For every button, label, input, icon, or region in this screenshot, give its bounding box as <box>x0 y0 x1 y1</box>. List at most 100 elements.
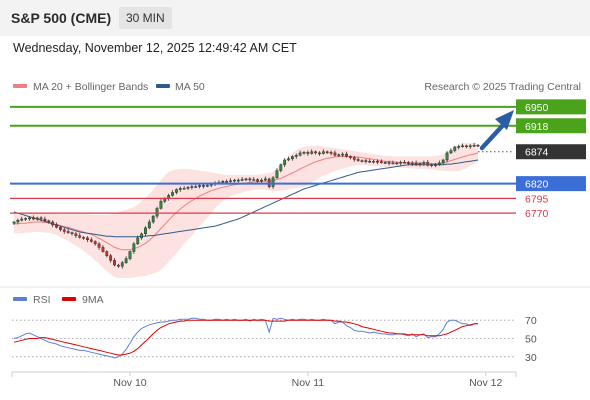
candle-body <box>140 233 143 239</box>
candle-body <box>205 185 209 187</box>
candle-body <box>194 186 198 188</box>
candle-body <box>117 264 120 267</box>
candle-body <box>128 251 132 259</box>
rsi-legend: RSI 9MA <box>13 294 104 306</box>
candle-body <box>240 179 244 181</box>
level-badge-6918 <box>516 118 586 134</box>
candle-body <box>120 262 124 267</box>
candle-body <box>349 156 352 158</box>
candle-body <box>407 162 410 164</box>
candle-body <box>476 145 480 147</box>
candle-body <box>410 162 414 165</box>
candle-body <box>260 179 263 182</box>
level-label-6918: 6918 <box>525 121 549 133</box>
candle-body <box>364 160 368 162</box>
level-badge-6950 <box>516 99 586 115</box>
candle-body <box>337 154 341 156</box>
level-label-6950: 6950 <box>525 102 549 114</box>
candle-body <box>399 162 403 164</box>
candle-body <box>403 162 406 164</box>
time-axis: Nov 10 Nov 11 Nov 12 <box>11 371 517 389</box>
candle-body <box>360 160 364 162</box>
candle-body <box>298 152 302 156</box>
legend-label-ma50: MA 50 <box>175 81 205 93</box>
candle-body <box>39 217 43 220</box>
candle-body <box>31 217 35 220</box>
candle-body <box>256 179 259 182</box>
candle-body <box>101 247 105 252</box>
candle-body <box>461 145 464 148</box>
candle-body <box>144 227 147 235</box>
candle-body <box>430 164 433 166</box>
candle-body <box>186 186 190 189</box>
time-tick-label: Nov 12 <box>469 377 502 389</box>
candle-body <box>147 221 151 229</box>
candle-body <box>43 218 47 222</box>
candle-body <box>86 237 89 240</box>
level-label-6795: 6795 <box>525 193 549 205</box>
candle-body <box>387 162 391 164</box>
candle-body <box>426 162 430 166</box>
candle-body <box>457 146 461 148</box>
candle-body <box>70 232 74 235</box>
candle-body <box>449 150 453 154</box>
level-label-6770: 6770 <box>525 208 549 220</box>
candle-body <box>66 231 70 233</box>
candle-body <box>302 152 306 154</box>
candle-body <box>132 243 136 252</box>
candle-body <box>89 239 93 242</box>
candle-body <box>294 155 298 157</box>
chart-header: S&P 500 (CME) 30 MIN <box>0 0 590 36</box>
candle-body <box>198 185 201 187</box>
candle-body <box>422 162 426 164</box>
candle-body <box>437 162 441 165</box>
rsi-tick-30: 30 <box>525 352 537 364</box>
candle-body <box>341 153 345 156</box>
candle-body <box>244 178 248 181</box>
candle-body <box>236 179 240 182</box>
candle-body <box>279 164 283 171</box>
candle-body <box>441 159 445 164</box>
timestamp: Wednesday, November 12, 2025 12:49:42 AM… <box>13 41 297 55</box>
candle-body <box>55 224 58 228</box>
candle-body <box>82 237 85 239</box>
candle-body <box>47 220 51 223</box>
candle-body <box>376 160 379 163</box>
candle-body <box>379 161 383 163</box>
candle-body <box>329 152 333 154</box>
rsi-tick-50: 50 <box>525 334 537 346</box>
interval-button[interactable]: 30 MIN <box>119 7 172 29</box>
instrument-title: S&P 500 (CME) <box>11 10 112 26</box>
level-label-6820: 6820 <box>525 179 549 191</box>
candle-body <box>287 158 290 161</box>
candle-body <box>155 208 159 217</box>
price-plot <box>12 142 480 279</box>
legend-swatch-rsi <box>13 297 27 301</box>
rsi-line <box>13 317 478 359</box>
candle-body <box>78 235 82 238</box>
candle-body <box>202 185 205 187</box>
candle-body <box>229 180 232 182</box>
candle-body <box>391 162 395 165</box>
candle-body <box>20 218 24 221</box>
candle-body <box>291 156 294 160</box>
candle-body <box>368 160 372 163</box>
candle-body <box>105 251 109 256</box>
candle-body <box>113 260 116 266</box>
time-tick-label: Nov 11 <box>292 377 325 389</box>
candle-body <box>124 258 128 263</box>
price-levels: 6950 6918 6874 6820 6795 6770 <box>10 99 586 220</box>
candle-body <box>16 220 20 223</box>
candle-body <box>321 151 325 154</box>
candle-body <box>62 229 66 232</box>
candle-body <box>275 170 279 178</box>
bollinger-band-area <box>14 142 478 279</box>
candle-body <box>445 152 449 161</box>
candle-body <box>434 164 437 166</box>
candle-body <box>171 192 174 196</box>
rsi-plot: 70 50 30 <box>12 315 537 364</box>
candle-body <box>345 153 348 157</box>
level-label-6874: 6874 <box>525 147 549 159</box>
ma50-line <box>13 159 479 238</box>
candle-body <box>333 152 337 156</box>
